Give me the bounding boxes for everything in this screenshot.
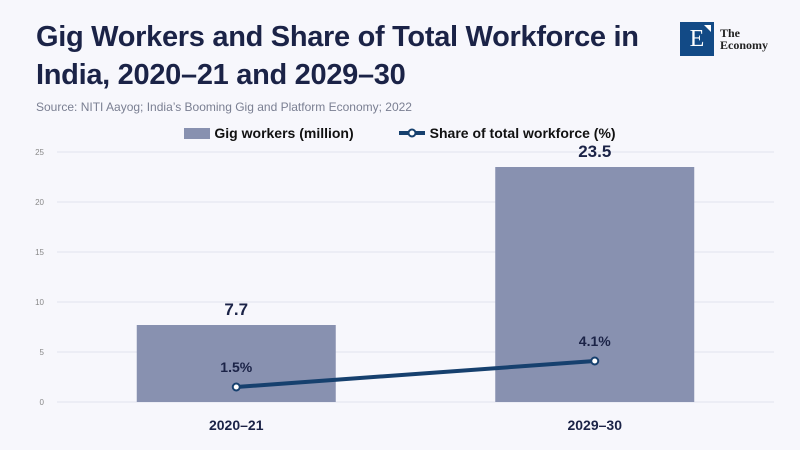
logo-text: The Economy xyxy=(720,27,768,51)
y-tick-label: 5 xyxy=(40,348,45,357)
line-point xyxy=(590,356,600,366)
legend: Gig workers (million) Share of total wor… xyxy=(0,125,800,141)
chart-title: Gig Workers and Share of Total Workforce… xyxy=(36,21,639,91)
logo-mark: E xyxy=(680,22,714,56)
source-note: Source: NITI Aayog; India’s Booming Gig … xyxy=(36,100,412,114)
series-line xyxy=(236,359,595,389)
legend-line-label: Share of total workforce (%) xyxy=(429,125,616,141)
bar-value-label: 7.7 xyxy=(224,300,248,319)
legend-item-line: Share of total workforce (%) xyxy=(398,125,616,141)
logo: E The Economy xyxy=(680,22,768,56)
legend-item-bar: Gig workers (million) xyxy=(184,125,354,141)
logo-line1: The xyxy=(720,26,741,40)
y-tick-label: 10 xyxy=(35,298,44,307)
line-value-label: 4.1% xyxy=(579,333,611,349)
line-point xyxy=(231,382,241,392)
y-tick-label: 25 xyxy=(35,148,44,157)
line-value-label: 1.5% xyxy=(220,359,252,375)
x-tick-label: 2020–21 xyxy=(209,417,264,433)
y-tick-label: 15 xyxy=(35,248,44,257)
y-tick-label: 0 xyxy=(40,398,45,407)
legend-line-swatch xyxy=(398,128,425,138)
logo-line2: Economy xyxy=(720,38,768,52)
legend-bar-label: Gig workers (million) xyxy=(214,125,354,141)
bar-value-label: 23.5 xyxy=(578,142,611,161)
x-tick-label: 2029–30 xyxy=(567,417,622,433)
y-tick-label: 20 xyxy=(35,198,44,207)
legend-bar-swatch xyxy=(184,127,211,139)
